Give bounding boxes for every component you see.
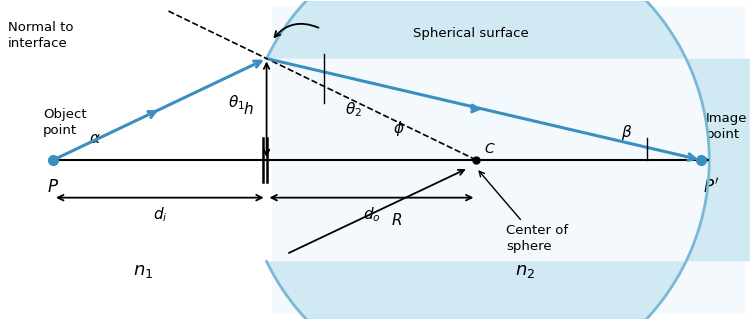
- Text: $d_o$: $d_o$: [363, 205, 380, 224]
- Text: $P'$: $P'$: [703, 178, 719, 197]
- Text: Object
point: Object point: [43, 108, 87, 138]
- Text: $\alpha$: $\alpha$: [88, 131, 101, 146]
- Text: h: h: [243, 102, 253, 117]
- Text: Normal to
interface: Normal to interface: [8, 20, 73, 50]
- Text: $n_1$: $n_1$: [133, 262, 153, 280]
- Text: $n_2$: $n_2$: [515, 262, 535, 280]
- Text: $C$: $C$: [485, 142, 496, 156]
- Text: $d_i$: $d_i$: [153, 205, 167, 224]
- FancyBboxPatch shape: [271, 6, 745, 314]
- Text: $P$: $P$: [47, 178, 59, 196]
- Text: $\beta$: $\beta$: [621, 123, 632, 142]
- Text: $\phi$: $\phi$: [393, 119, 404, 138]
- Text: Image
point: Image point: [706, 112, 748, 141]
- Polygon shape: [267, 0, 750, 320]
- Text: $\theta_2$: $\theta_2$: [345, 100, 362, 119]
- Text: Spherical surface: Spherical surface: [413, 27, 528, 40]
- Text: $R$: $R$: [391, 212, 401, 228]
- Text: Center of
sphere: Center of sphere: [479, 171, 569, 253]
- Text: $\theta_1$: $\theta_1$: [228, 93, 246, 112]
